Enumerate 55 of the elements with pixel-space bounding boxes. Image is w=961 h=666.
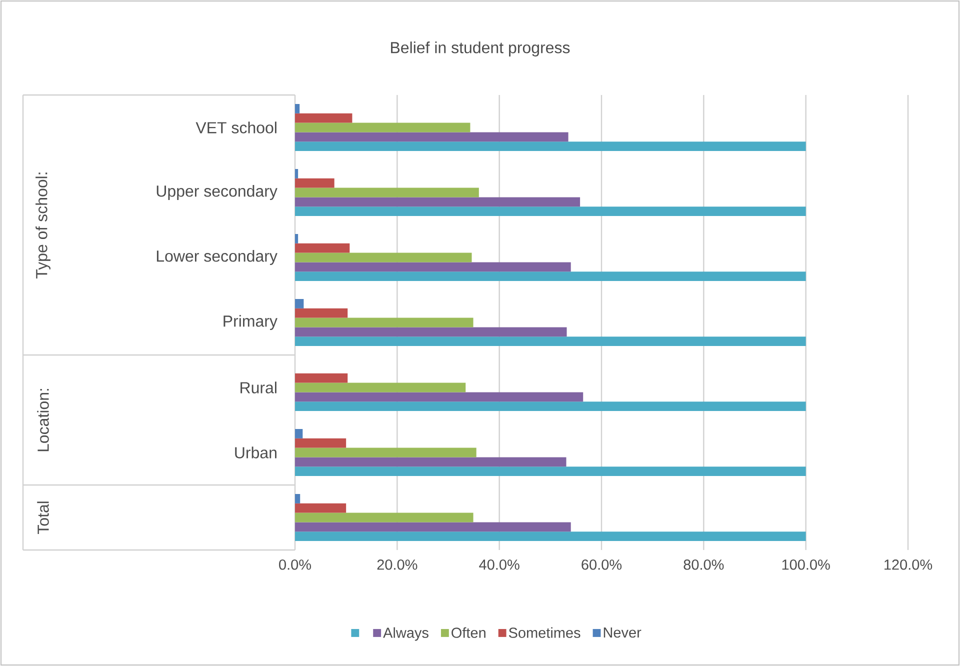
bar — [295, 457, 566, 467]
x-tick-label: 80.0% — [684, 560, 724, 570]
bar — [295, 206, 806, 216]
y-tick-label: Upper secondary — [156, 185, 278, 200]
bar — [295, 142, 806, 151]
bar — [295, 252, 472, 262]
bar — [295, 122, 470, 132]
bar — [295, 438, 346, 448]
bar — [295, 262, 571, 272]
bar — [295, 503, 346, 513]
bar — [295, 402, 806, 412]
y-tick-label: Lower secondary — [156, 250, 278, 265]
bar — [295, 512, 474, 522]
bar — [295, 336, 806, 346]
x-tick-label: 120.0% — [884, 560, 932, 570]
bar — [295, 197, 580, 207]
x-tick-label: 60.0% — [582, 560, 622, 570]
x-tick-label: 20.0% — [377, 560, 418, 570]
bar — [295, 243, 350, 253]
bar — [295, 113, 352, 123]
text: Total — [37, 502, 49, 534]
bar — [295, 188, 479, 198]
bar — [295, 382, 466, 392]
bar — [295, 494, 300, 504]
bar — [295, 327, 567, 337]
chart-title: Belief in student progress — [391, 42, 570, 56]
y-tick-label: Rural — [240, 382, 276, 394]
legend-label: Often — [452, 627, 486, 638]
bar — [295, 104, 300, 114]
x-tick-label: 40.0% — [479, 560, 520, 570]
legend-label: Sometimes — [508, 627, 580, 638]
bar — [295, 169, 298, 178]
x-tick-label: 0.0% — [279, 560, 312, 570]
x-tick-label: 100.0% — [782, 560, 830, 570]
bar — [295, 429, 303, 438]
bar — [295, 178, 334, 188]
bar — [295, 318, 474, 328]
legend-label: Always — [383, 627, 428, 641]
bar — [295, 308, 348, 318]
y-tick-label: Primary — [224, 315, 278, 330]
text: Location: — [37, 389, 49, 452]
bar — [295, 272, 806, 282]
y-tick-label: Urban — [235, 446, 276, 458]
bar — [295, 299, 304, 308]
y-tick-label: VET school — [196, 122, 276, 134]
bar — [295, 392, 584, 402]
text: Type of school: — [36, 172, 50, 278]
bar — [295, 466, 806, 476]
bar — [295, 522, 571, 532]
bar — [295, 373, 348, 383]
bar — [295, 532, 806, 542]
legend-label: Never — [604, 628, 642, 638]
bar — [295, 234, 298, 244]
bar — [295, 448, 476, 458]
bar — [295, 132, 568, 142]
